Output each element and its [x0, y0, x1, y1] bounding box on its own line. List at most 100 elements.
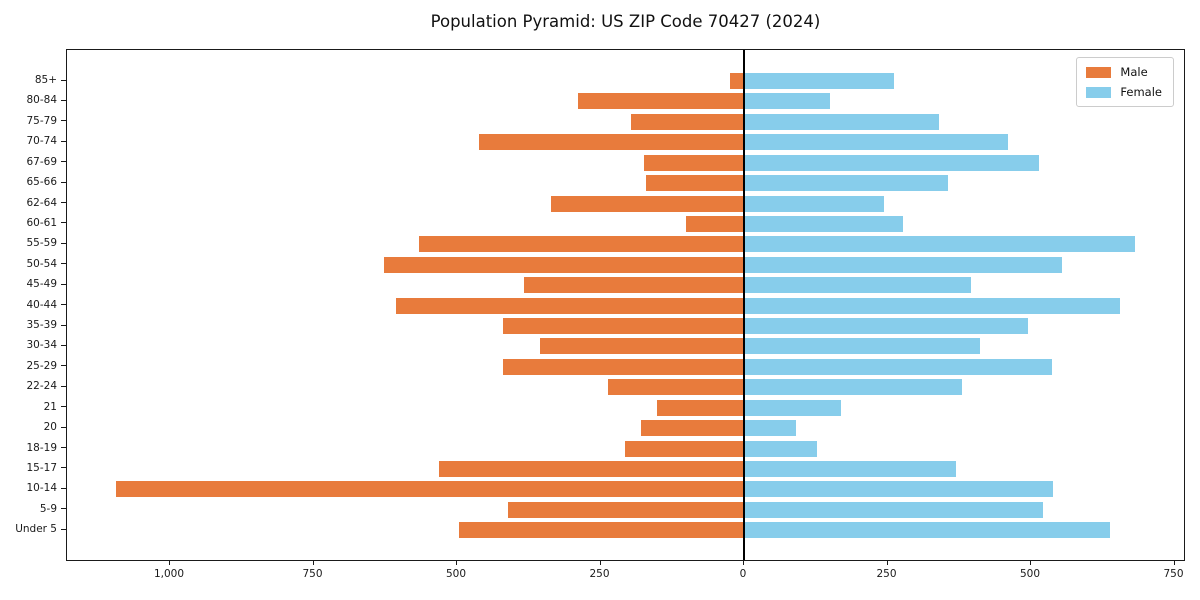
x-tick-mark — [743, 561, 744, 565]
male-bar — [644, 154, 744, 171]
x-tick-label: 750 — [302, 568, 323, 580]
zero-axis-line — [743, 50, 745, 560]
male-bar — [607, 379, 744, 396]
y-tick-label: 55-59 — [26, 237, 57, 250]
female-bar — [744, 73, 894, 89]
y-tick-label: 18-19 — [26, 441, 57, 454]
female-bar — [744, 399, 841, 416]
male-bar — [625, 440, 744, 457]
male-bar — [630, 113, 744, 130]
male-bar — [503, 358, 744, 375]
x-tick-label: 500 — [1019, 568, 1041, 580]
y-tick-mark — [61, 242, 66, 244]
x-tick-label: 750 — [1163, 568, 1184, 580]
y-tick-mark — [61, 426, 66, 428]
y-tick-label: 40-44 — [26, 298, 57, 311]
y-tick-mark — [61, 222, 66, 224]
male-bar — [656, 399, 744, 416]
male-bar — [458, 522, 744, 539]
y-tick-label: 85+ — [34, 74, 57, 86]
legend-label-female: Female — [1120, 85, 1162, 99]
male-bar — [729, 73, 744, 89]
female-bar — [744, 460, 957, 477]
female-bar — [744, 297, 1120, 314]
female-bar — [744, 236, 1136, 253]
legend-item-female: Female — [1086, 85, 1162, 99]
y-tick-mark — [61, 447, 66, 449]
male-bar — [396, 297, 744, 314]
y-tick-label: 65-66 — [26, 176, 57, 189]
female-bar — [744, 522, 1111, 539]
x-tick-mark — [1030, 561, 1031, 565]
x-tick-label: 1,000 — [153, 568, 185, 580]
male-bar — [686, 215, 744, 232]
male-swatch-icon — [1086, 66, 1112, 78]
y-tick-label: 67-69 — [26, 155, 57, 168]
female-bar — [744, 256, 1062, 273]
x-tick-mark — [1173, 561, 1175, 565]
male-bar — [523, 277, 744, 294]
y-tick-label: 21 — [43, 400, 57, 413]
y-tick-label: 45-49 — [26, 278, 57, 291]
male-bar — [646, 175, 744, 192]
y-tick-label: 75-79 — [26, 114, 57, 127]
y-tick-label: 10-14 — [26, 482, 57, 495]
y-tick-label: 22-24 — [26, 380, 57, 393]
y-tick-mark — [61, 99, 66, 101]
female-bar — [744, 154, 1040, 171]
x-tick-label: 0 — [739, 568, 747, 580]
male-bar — [478, 134, 744, 151]
x-tick-label: 250 — [876, 568, 897, 580]
female-bar — [744, 358, 1052, 375]
x-tick-mark — [312, 561, 314, 565]
y-tick-label: 80-84 — [26, 94, 57, 107]
female-bar — [744, 481, 1053, 498]
y-tick-mark — [61, 344, 66, 346]
x-tick-label: 250 — [589, 568, 610, 580]
y-tick-label: 30-34 — [26, 339, 57, 352]
female-bar — [744, 379, 963, 396]
y-tick-mark — [61, 508, 66, 510]
female-bar — [744, 318, 1029, 335]
male-bar — [640, 420, 744, 437]
y-tick-mark — [61, 467, 66, 469]
female-swatch-icon — [1086, 86, 1112, 98]
male-bar — [550, 195, 744, 212]
male-bar — [503, 318, 744, 335]
chart-title: Population Pyramid: US ZIP Code 70427 (2… — [430, 12, 821, 31]
male-bar — [578, 93, 744, 110]
y-tick-label: 15-17 — [26, 461, 57, 474]
legend: Male Female — [1076, 57, 1174, 107]
y-tick-mark — [61, 283, 66, 285]
x-tick-mark — [886, 561, 888, 565]
y-tick-mark — [61, 385, 66, 387]
female-bar — [744, 195, 885, 212]
y-tick-mark — [61, 263, 66, 265]
y-tick-mark — [61, 304, 66, 306]
y-tick-label: 50-54 — [26, 257, 57, 270]
female-bar — [744, 93, 830, 110]
y-tick-label: 70-74 — [26, 135, 57, 148]
male-bar — [507, 501, 744, 518]
female-bar — [744, 277, 971, 294]
y-tick-mark — [61, 202, 66, 204]
y-tick-mark — [61, 487, 66, 489]
y-tick-label: 35-39 — [26, 319, 57, 332]
male-bar — [116, 481, 744, 498]
y-tick-mark — [61, 528, 66, 530]
y-tick-mark — [61, 79, 66, 81]
y-tick-mark — [61, 365, 66, 367]
y-tick-label: 60-61 — [26, 216, 57, 229]
y-tick-mark — [61, 406, 66, 408]
female-bar — [744, 501, 1044, 518]
female-bar — [744, 134, 1009, 151]
x-tick-mark — [599, 561, 601, 565]
male-bar — [383, 256, 744, 273]
y-tick-mark — [61, 324, 66, 326]
y-tick-label: 25-29 — [26, 359, 57, 372]
male-bar — [439, 460, 744, 477]
plot-area: Male Female — [66, 49, 1185, 561]
y-tick-label: 20 — [43, 421, 57, 434]
female-bar — [744, 338, 981, 355]
